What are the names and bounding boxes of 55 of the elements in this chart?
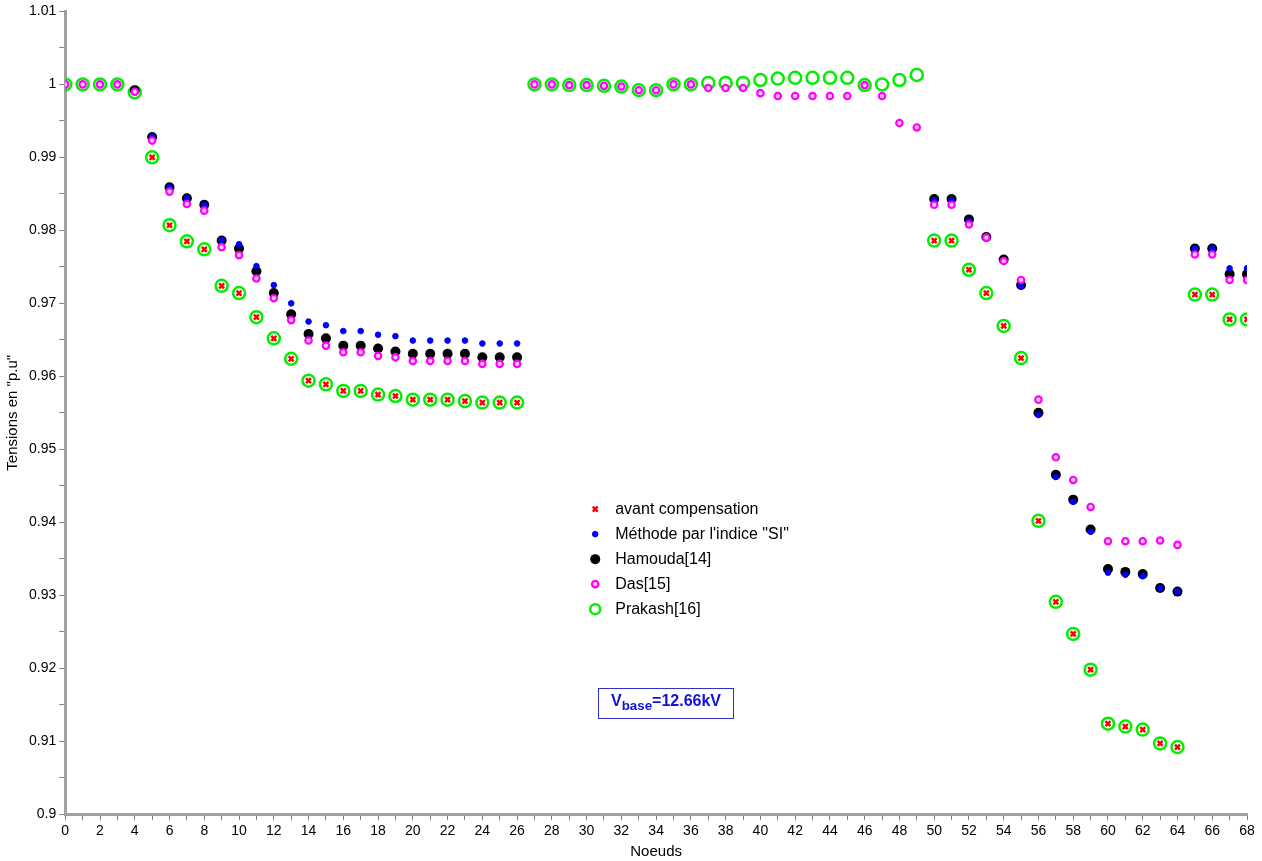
y-axis-title: Tensions en "p.u" [3, 354, 21, 471]
x-tick-label: 2 [96, 822, 105, 839]
x-tick-label: 64 [1169, 822, 1186, 839]
x-tick-label: 16 [335, 822, 352, 839]
x-tick-label: 10 [231, 822, 248, 839]
x-tick-label: 44 [822, 822, 838, 839]
y-tick-label: 0.91 [29, 732, 57, 749]
x-tick-label: 28 [544, 822, 560, 839]
x-tick-label: 36 [683, 822, 699, 839]
y-tick-label: 0.97 [29, 294, 57, 311]
x-axis-title: Noeuds [630, 842, 682, 860]
x-tick-label: 46 [856, 822, 873, 839]
x-tick-label: 54 [995, 822, 1012, 839]
legend-label: Prakash[16] [615, 599, 701, 617]
x-tick-label: 34 [648, 822, 665, 839]
x-tick-label: 0 [61, 822, 70, 839]
x-tick-label: 26 [509, 822, 526, 839]
y-tick-label: 0.9 [36, 805, 57, 822]
x-tick-label: 60 [1100, 822, 1116, 839]
x-tick-label: 40 [752, 822, 769, 839]
x-tick-label: 32 [613, 822, 630, 839]
x-tick-label: 48 [891, 822, 908, 839]
x-tick-label: 12 [266, 822, 282, 839]
x-tick-label: 68 [1239, 822, 1255, 839]
x-tick-label: 58 [1065, 822, 1082, 839]
x-tick-label: 52 [961, 822, 977, 839]
legend-label: avant compensation [615, 499, 759, 517]
x-tick-label: 14 [300, 822, 317, 839]
x-tick-label: 42 [787, 822, 804, 839]
y-tick-label: 1.01 [29, 2, 57, 19]
x-tick-label: 56 [1030, 822, 1047, 839]
y-tick-label: 0.99 [29, 148, 57, 165]
x-tick-label: 24 [474, 822, 491, 839]
x-tick-label: 38 [717, 822, 734, 839]
x-tick-label: 8 [200, 822, 209, 839]
legend-label: Méthode par l'indice "SI" [615, 524, 789, 542]
y-tick-label: 0.92 [29, 659, 57, 676]
annotation: V$_{base}$=12.66kV [598, 688, 735, 720]
x-tick-label: 66 [1204, 822, 1221, 839]
y-tick-label: 1 [48, 75, 57, 92]
x-tick-label: 22 [439, 822, 456, 839]
x-tick-label: 62 [1134, 822, 1151, 839]
y-tick-label: 0.93 [29, 586, 57, 603]
legend-label: Das[15] [615, 574, 671, 592]
legend-label: Hamouda[14] [615, 549, 712, 567]
x-tick-label: 18 [370, 822, 387, 839]
x-tick-label: 50 [926, 822, 943, 839]
y-tick-label: 0.94 [29, 513, 57, 530]
y-tick-label: 0.95 [29, 440, 57, 457]
y-tick-label: 0.98 [29, 221, 57, 238]
x-tick-label: 4 [130, 822, 139, 839]
y-tick-label: 0.96 [29, 367, 57, 384]
x-tick-label: 6 [165, 822, 174, 839]
x-tick-label: 30 [578, 822, 595, 839]
x-tick-label: 20 [405, 822, 421, 839]
